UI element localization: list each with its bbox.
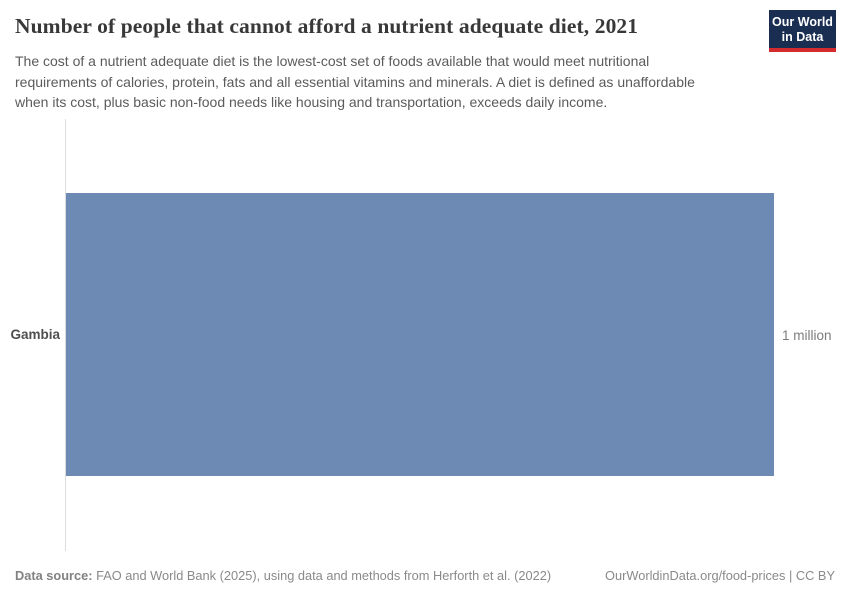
bar-gambia[interactable] bbox=[66, 193, 774, 476]
owid-url-license-link[interactable]: OurWorldinData.org/food-prices | CC BY bbox=[605, 568, 835, 583]
owid-logo-text-line1: Our World bbox=[772, 15, 833, 29]
value-label-gambia: 1 million bbox=[782, 328, 832, 343]
chart-subtitle-line: requirements of calories, protein, fats … bbox=[15, 73, 695, 90]
owid-logo-text-line2: in Data bbox=[781, 29, 824, 44]
chart-subtitle-line: The cost of a nutrient adequate diet is … bbox=[15, 53, 650, 69]
data-source-note: Data source: FAO and World Bank (2025), … bbox=[15, 568, 551, 583]
chart-title: Number of people that cannot afford a nu… bbox=[15, 14, 639, 38]
entity-label-gambia: Gambia bbox=[10, 327, 60, 342]
chart-subtitle: The cost of a nutrient adequate diet is … bbox=[15, 51, 775, 113]
data-source-label: Data source: bbox=[15, 568, 93, 583]
chart-footer: Data source: FAO and World Bank (2025), … bbox=[15, 568, 835, 583]
y-axis-line bbox=[65, 119, 66, 551]
data-source-text: FAO and World Bank (2025), using data an… bbox=[92, 568, 552, 583]
chart-subtitle-line: when its cost, plus basic non-food needs… bbox=[15, 94, 608, 110]
owid-logo[interactable]: Our World in Data bbox=[769, 10, 836, 52]
